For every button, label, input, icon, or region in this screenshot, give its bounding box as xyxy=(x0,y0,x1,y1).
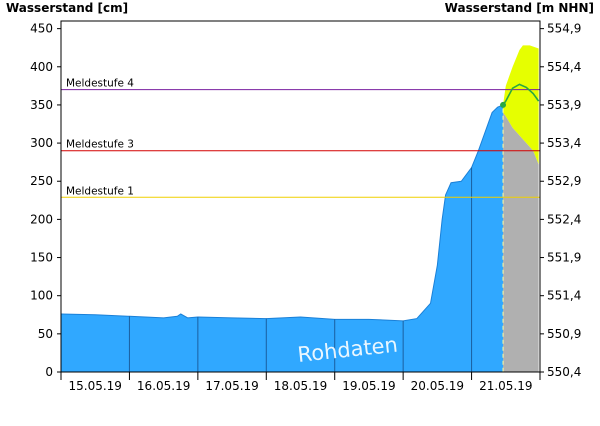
x-tick-label: 16.05.19 xyxy=(137,379,190,393)
forecast-lower-area xyxy=(503,112,539,372)
y-tick-label-right: 551,4 xyxy=(547,289,581,303)
threshold-label: Meldestufe 3 xyxy=(66,139,134,151)
x-tick-label: 17.05.19 xyxy=(205,379,258,393)
y-tick-label-right: 550,9 xyxy=(547,327,581,341)
y-tick-label-left: 100 xyxy=(30,289,53,303)
y-tick-label-left: 300 xyxy=(30,136,53,150)
x-tick-label: 21.05.19 xyxy=(479,379,532,393)
y-tick-label-left: 200 xyxy=(30,212,53,226)
y-axis-title-left: Wasserstand [cm] xyxy=(6,1,129,15)
threshold-label: Meldestufe 4 xyxy=(66,78,134,90)
y-tick-label-left: 350 xyxy=(30,98,53,112)
x-tick-label: 18.05.19 xyxy=(274,379,327,393)
x-tick-label: 20.05.19 xyxy=(411,379,464,393)
y-tick-label-right: 552,4 xyxy=(547,212,581,226)
y-tick-label-right: 552,9 xyxy=(547,174,581,188)
y-tick-label-left: 450 xyxy=(30,22,53,36)
y-axis-title-right: Wasserstand [m NHN] xyxy=(444,1,594,15)
y-tick-label-left: 400 xyxy=(30,60,53,74)
y-tick-label-right: 554,9 xyxy=(547,22,581,36)
y-tick-label-left: 150 xyxy=(30,251,53,265)
threshold-label: Meldestufe 1 xyxy=(66,185,134,197)
y-tick-label-right: 554,4 xyxy=(547,60,581,74)
plot-frame xyxy=(60,20,541,373)
y-tick-label-right: 551,9 xyxy=(547,251,581,265)
forecast-line xyxy=(502,83,540,106)
y-tick-label-right: 550,4 xyxy=(547,365,581,379)
x-tick-label: 19.05.19 xyxy=(342,379,395,393)
y-tick-label-left: 0 xyxy=(45,365,53,379)
forecast-upper-band xyxy=(503,45,539,165)
y-tick-label-right: 553,9 xyxy=(547,98,581,112)
y-tick-label-right: 553,4 xyxy=(547,136,581,150)
y-tick-label-left: 50 xyxy=(38,327,53,341)
forecast-start-point xyxy=(500,101,507,108)
x-tick-label: 15.05.19 xyxy=(68,379,121,393)
measured-area xyxy=(61,104,504,372)
y-tick-label-left: 250 xyxy=(30,174,53,188)
